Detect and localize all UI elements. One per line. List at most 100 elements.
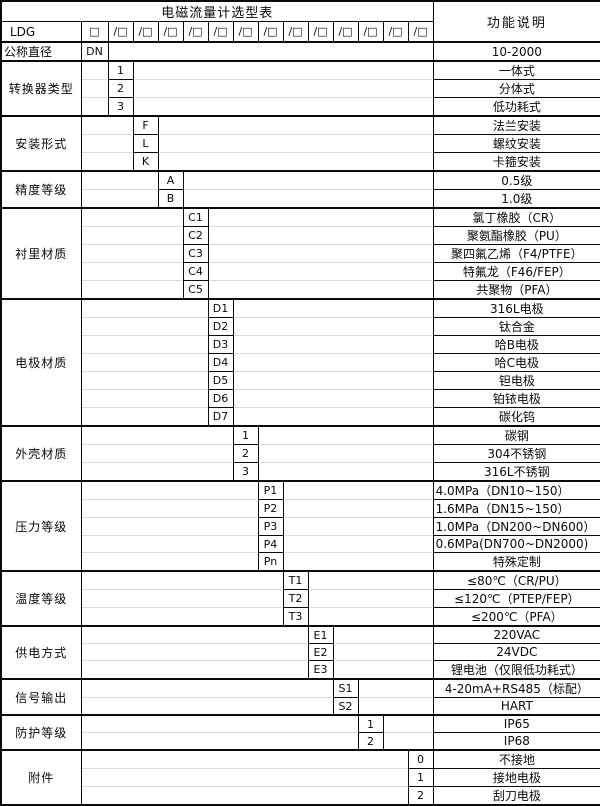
filler [81,353,208,372]
table-row: 信号输出 S1 4-20mA+RS485（标配） [1,678,600,715]
table-row: C3 聚四氟乙烯（F4/PTFE） [1,244,600,263]
option-code-cell: C5 [182,280,209,300]
filler [81,79,108,98]
page-title: 电磁流量计选型表 [1,1,434,22]
option-desc-cell: 1.0MPa（DN200~DN600） [432,517,600,536]
table-row: 2 304不锈钢 [1,444,600,463]
table-row: 温度等级 T1 ≤80℃（CR/PU） [1,570,600,626]
model-code-slot: /□ [332,21,359,43]
table-row: 电极材质 D1 316L电极 [1,298,600,426]
table-row: E3 锂电池（仅限低功耗式） [1,660,600,680]
option-code-cell: B [157,189,184,209]
filler [81,115,133,135]
table-row: P3 1.0MPa（DN200~DN600） [1,517,600,536]
option-code-cell: 1 [107,60,134,80]
group-label-accessories: 附件 [1,749,82,805]
option-desc-cell: 不接地 [432,749,600,769]
table-row: E2 24VDC [1,643,600,661]
filler [81,570,283,590]
filler [81,152,133,171]
option-code-cell: D2 [207,317,234,336]
filler [81,749,408,769]
option-desc-cell: 304不锈钢 [432,444,600,463]
option-code-cell: 2 [107,79,134,98]
option-code-cell: Pn [257,552,284,572]
group-label-accuracy: 精度等级 [1,170,82,208]
group-label-nominal-diameter: 公称直径 [1,41,82,61]
option-desc-cell: 法兰安装 [432,115,600,135]
option-desc-cell: 聚四氟乙烯（F4/PTFE） [432,244,600,263]
option-desc-cell: 特殊定制 [432,552,600,572]
group-label-installation: 安装形式 [1,115,82,171]
filler [258,444,434,463]
filler [133,79,434,98]
table-row: 供电方式 E1 220VAC [1,625,600,679]
option-code-cell: DN [80,41,109,62]
option-desc-cell: 10-2000 [432,41,600,62]
filler [308,570,434,590]
option-code-cell: D5 [207,371,234,390]
filler [81,97,108,116]
table-row: 1 接地电极 [1,768,600,787]
filler [233,371,434,390]
filler [81,335,208,354]
table-row: C5 共聚物（PFA） [1,280,600,300]
group-label-signal-output: 信号输出 [1,678,82,715]
table-row: D7 碳化钨 [1,407,600,427]
option-code-cell: C4 [182,262,209,281]
filler [333,643,434,661]
filler [81,407,208,426]
group-label-housing-material: 外壳材质 [1,425,82,481]
filler [308,589,434,608]
table-row: 3 316L不锈钢 [1,462,600,482]
filler [233,353,434,372]
filler [81,371,208,390]
function-description-header: 功能说明 [432,1,600,42]
option-desc-cell: HART [432,697,600,716]
table-row: 公称直径 DN 10-2000 [1,41,600,62]
filler [283,535,434,553]
model-code-slot: /□ [307,21,334,43]
filler [158,152,434,171]
group-label-pressure-rating: 压力等级 [1,480,82,571]
option-code-cell: P3 [257,517,284,536]
option-desc-cell: 316L电极 [432,298,600,318]
filler [283,499,434,518]
table-row: 2 IP68 [1,732,600,751]
option-desc-cell: 铂铱电极 [432,389,600,408]
option-code-cell: D3 [207,335,234,354]
filler [333,660,434,679]
model-prefix: LDG [1,21,82,42]
filler [81,786,408,805]
option-code-cell: 3 [232,462,259,482]
option-code-cell: D4 [207,353,234,372]
model-code-slot: /□ [207,21,234,43]
table-row: T2 ≤120℃（PTEP/FEP） [1,589,600,608]
option-code-cell: T1 [282,570,309,590]
table-row: C2 聚氨酯橡胶（PU） [1,226,600,245]
model-code-slot: /□ [257,21,284,43]
model-code-slot: /□ [232,21,259,43]
filler [81,480,258,500]
table-row: 外壳材质 1 碳钢 [1,425,600,481]
option-code-cell: 1 [232,425,259,445]
model-code-slot: /□ [407,21,434,43]
option-code-cell: L [132,134,159,153]
group-label-electrode-material: 电极材质 [1,298,82,426]
group-label-power-supply: 供电方式 [1,625,82,679]
filler [383,732,434,750]
option-desc-cell: 钽电极 [432,371,600,390]
filler [183,189,434,208]
table-row: P2 1.6MPa（DN15~150） [1,499,600,518]
model-code-slot: /□ [357,21,384,43]
option-code-cell: 2 [232,444,259,463]
option-code-cell: S2 [332,697,359,716]
filler [81,298,208,318]
model-code-slot: /□ [282,21,309,43]
filler [81,552,258,571]
filler [81,625,308,644]
option-code-cell: P2 [257,499,284,518]
option-desc-cell: 共聚物（PFA） [432,280,600,300]
option-desc-cell: 24VDC [432,643,600,661]
